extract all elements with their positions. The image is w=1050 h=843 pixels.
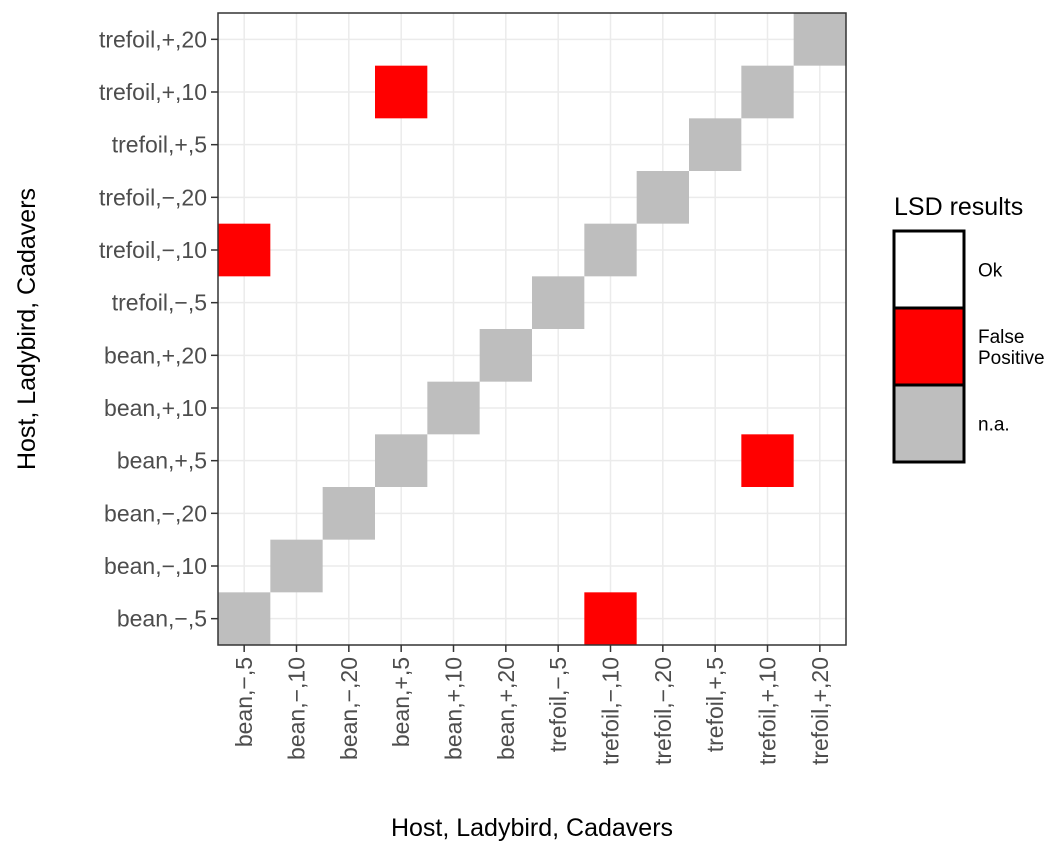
y-tick-label: trefoil,+,5 — [112, 132, 207, 158]
heatmap-cells — [218, 13, 846, 645]
legend-label-n-a: n.a. — [978, 415, 1010, 436]
heatmap-cell-false-positive — [218, 223, 271, 277]
x-tick-label: trefoil,−,20 — [650, 657, 676, 765]
heatmap-cell-n-a — [532, 276, 585, 329]
y-tick-label: bean,−,10 — [104, 553, 207, 579]
heatmap-cell-n-a — [427, 381, 480, 435]
x-tick-label: bean,+,20 — [493, 657, 519, 760]
x-tick-label: trefoil,+,20 — [807, 657, 833, 765]
legend-key-false-positive — [892, 306, 966, 387]
heatmap-cell-false-positive — [375, 65, 428, 119]
x-tick-label: trefoil,−,5 — [545, 657, 571, 752]
x-tick-label: trefoil,+,5 — [702, 657, 728, 752]
heatmap-cell-false-positive — [741, 434, 794, 487]
x-tick-label: bean,+,5 — [388, 657, 414, 747]
legend-key-n-a — [892, 383, 966, 464]
y-tick-label: trefoil,−,5 — [112, 290, 207, 316]
x-axis-title: Host, Ladybird, Cadavers — [391, 814, 673, 842]
y-axis-title: Host, Ladybird, Cadavers — [13, 188, 41, 470]
heatmap-cell-n-a — [218, 592, 271, 645]
x-tick-label: bean,−,20 — [336, 657, 362, 760]
legend-title: LSD results — [894, 193, 1023, 221]
y-tick-label: bean,+,5 — [117, 448, 207, 474]
x-tick-label: bean,−,10 — [284, 657, 310, 760]
legend-label-false-positive: False Positive — [978, 327, 1045, 369]
heatmap-cell-n-a — [793, 13, 846, 66]
legend: LSD results Ok False Positive n.a. — [892, 193, 1045, 464]
legend-label-ok: Ok — [978, 261, 1003, 282]
x-tick-label: bean,+,10 — [441, 657, 467, 760]
y-tick-label: bean,+,20 — [104, 342, 207, 368]
heatmap-cell-n-a — [741, 65, 794, 119]
y-tick-label: trefoil,−,10 — [99, 237, 207, 263]
x-tick-label: bean,−,5 — [231, 657, 257, 747]
heatmap-cell-n-a — [636, 171, 689, 224]
heatmap-cell-n-a — [375, 434, 428, 487]
x-tick-label: trefoil,+,10 — [755, 657, 781, 765]
y-tick-label: bean,−,5 — [117, 606, 207, 632]
heatmap-cell-n-a — [479, 329, 532, 382]
heatmap-cell-n-a — [270, 539, 323, 593]
y-tick-label: trefoil,+,20 — [99, 26, 207, 52]
y-tick-label: trefoil,−,20 — [99, 184, 207, 210]
heatmap-cell-n-a — [322, 487, 375, 540]
x-tick-label: trefoil,−,10 — [598, 657, 624, 765]
axis-ticks: bean,−,5 bean,−,5 bean,−,10 bean,−,10 bean,−… — [99, 26, 833, 765]
y-tick-label: trefoil,+,10 — [99, 79, 207, 105]
legend-key-ok — [892, 229, 966, 310]
heatmap-cell-n-a — [689, 118, 742, 171]
y-tick-label: bean,+,10 — [104, 395, 207, 421]
plot-panel-border — [217, 12, 847, 646]
heatmap-cell-n-a — [584, 223, 637, 277]
heatmap-cell-false-positive — [584, 592, 637, 645]
y-tick-label: bean,−,20 — [104, 500, 207, 526]
